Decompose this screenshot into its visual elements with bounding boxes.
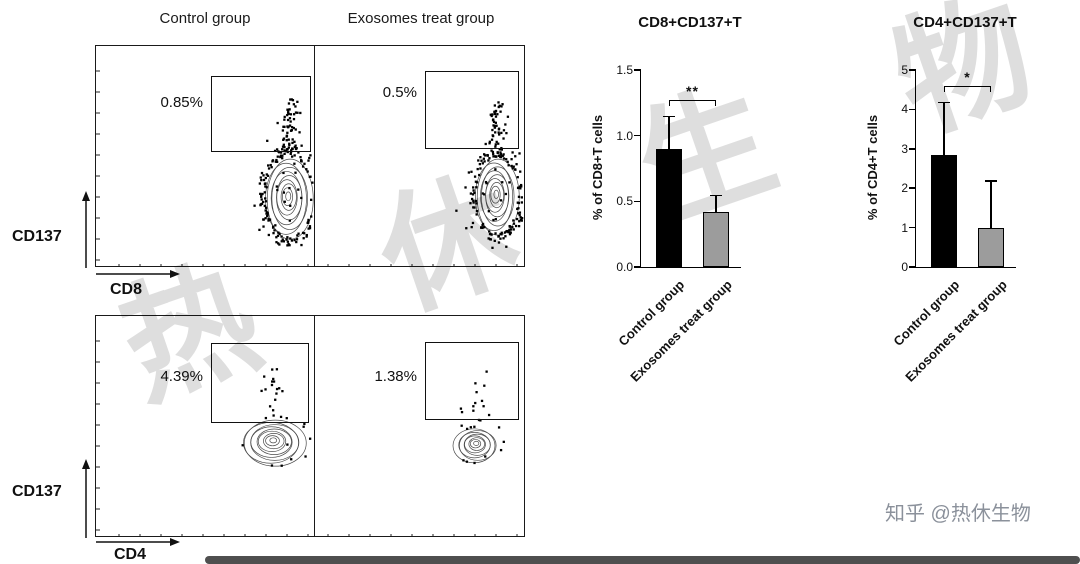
gate-percentage: 1.38% bbox=[374, 368, 417, 385]
x-axis-label-cd8: CD8 bbox=[110, 281, 143, 298]
y-axis-tick bbox=[634, 266, 641, 268]
y-axis-tick bbox=[909, 187, 916, 189]
gate-percentage: 4.39% bbox=[160, 368, 203, 385]
error-bar bbox=[668, 115, 670, 149]
flow-contour-plot bbox=[327, 101, 524, 266]
y-axis-tick bbox=[909, 108, 916, 111]
y-tick-label: 0.0 bbox=[616, 260, 633, 274]
y-axis-tick bbox=[909, 148, 916, 150]
y-tick-label: 2 bbox=[901, 181, 908, 196]
flow-contour-plot bbox=[327, 370, 518, 536]
attribution-zhihu: 知乎 @热休生物 bbox=[885, 503, 1031, 525]
flow-contour-plot bbox=[96, 340, 312, 536]
gate-percentage: 0.85% bbox=[160, 94, 203, 111]
flow-plot-control-cd8: 0.85% bbox=[95, 45, 315, 267]
flow-plot-control-cd4: 4.39% bbox=[95, 315, 315, 537]
data-bar bbox=[703, 211, 729, 267]
chart-plot-area: % of CD8+T cells 0.0 0.5 1.0 1.5 Control gro… bbox=[590, 63, 741, 385]
significance-label: ** bbox=[686, 82, 699, 99]
y-axis-label: % of CD8+T cells bbox=[590, 114, 605, 221]
y-axis-label: % of CD4+T cells bbox=[865, 114, 880, 221]
y-tick-label: 1.5 bbox=[616, 63, 633, 77]
chart-plot-area: % of CD4+T cells 0 1 2 3 4 5 Control group Exos… bbox=[865, 63, 1016, 385]
bar-chart-cd4-cd137: CD4+CD137+T % of CD4+T cells 0 1 2 3 4 5 Contr… bbox=[860, 14, 1080, 394]
y-axis-label-cd137-bottom: CD137 bbox=[12, 483, 62, 500]
y-tick-label: 3 bbox=[901, 141, 908, 156]
error-bar-cap bbox=[985, 180, 997, 182]
error-bar-cap bbox=[710, 194, 722, 197]
y-tick-label: 1 bbox=[901, 220, 908, 235]
flow-plot-exosomes-cd4: 1.38% bbox=[315, 315, 525, 537]
gate-rect bbox=[211, 343, 309, 423]
column-header-control: Control group bbox=[159, 10, 251, 27]
significance-label: * bbox=[964, 68, 971, 85]
data-bar bbox=[656, 148, 682, 267]
y-axis-tick bbox=[909, 69, 916, 71]
y-axis-tick bbox=[634, 69, 641, 71]
gate-rect bbox=[425, 342, 519, 420]
chart-title: CD4+CD137+T bbox=[913, 14, 1017, 31]
y-axis-label-cd137-top: CD137 bbox=[12, 228, 62, 245]
error-bar bbox=[943, 101, 945, 155]
y-axis-arrow bbox=[82, 459, 90, 538]
x-axis-arrow bbox=[96, 538, 180, 546]
data-bar bbox=[931, 154, 957, 267]
error-bar-cap bbox=[938, 101, 950, 104]
x-axis-label-cd4: CD4 bbox=[114, 546, 147, 563]
flow-contour-plot bbox=[96, 70, 314, 266]
error-bar bbox=[715, 194, 717, 212]
bottom-divider-bar bbox=[205, 556, 1080, 564]
y-axis-tick bbox=[634, 200, 641, 203]
y-axis-tick bbox=[634, 134, 641, 137]
flow-plot-exosomes-cd8: 0.5% bbox=[315, 45, 525, 267]
significance-bracket bbox=[944, 85, 991, 92]
gate-percentage: 0.5% bbox=[382, 84, 417, 101]
y-tick-label: 5 bbox=[901, 63, 908, 77]
error-bar-cap bbox=[663, 115, 675, 118]
y-axis-arrow bbox=[82, 191, 90, 268]
y-tick-label: 1.0 bbox=[616, 128, 633, 143]
y-axis-tick bbox=[909, 266, 916, 268]
y-tick-label: 4 bbox=[901, 102, 908, 117]
y-tick-label: 0 bbox=[901, 260, 908, 274]
chart-title: CD8+CD137+T bbox=[638, 14, 742, 31]
significance-bracket bbox=[669, 99, 716, 106]
y-axis-tick bbox=[909, 226, 916, 229]
column-header-exosomes: Exosomes treat group bbox=[347, 10, 495, 27]
gate-rect bbox=[211, 76, 311, 152]
y-tick-label: 0.5 bbox=[616, 194, 633, 209]
x-axis-arrow bbox=[96, 270, 180, 278]
error-bar bbox=[990, 180, 992, 228]
bar-chart-cd8-cd137: CD8+CD137+T % of CD8+T cells 0.0 0.5 1.0 1.… bbox=[585, 14, 835, 394]
data-bar bbox=[978, 227, 1004, 267]
gate-rect bbox=[425, 71, 519, 149]
